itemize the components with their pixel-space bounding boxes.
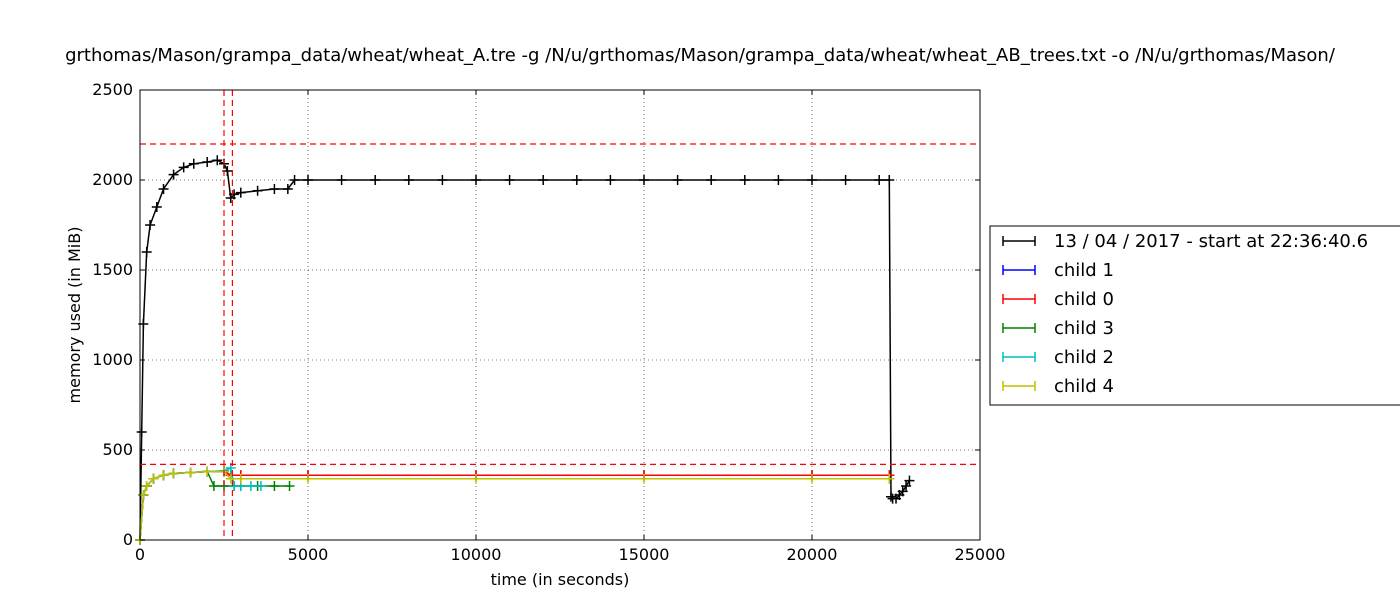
data-point	[504, 175, 515, 185]
data-point	[706, 175, 717, 185]
data-point	[245, 481, 256, 491]
data-point	[884, 175, 895, 185]
data-point	[437, 175, 448, 185]
data-point	[151, 202, 162, 212]
axis-ticks: 0 5000 10000 15000 20000 25000 0 500 1000 1500 200…	[92, 80, 1005, 564]
chart-title: grthomas/Mason/grampa_data/wheat/wheat_A…	[65, 45, 1336, 66]
data-point	[807, 175, 817, 185]
data-point	[158, 470, 169, 481]
data-point	[303, 473, 313, 484]
data-point	[605, 175, 616, 185]
data-point	[807, 473, 817, 484]
data-point	[901, 481, 912, 491]
data-point	[773, 175, 784, 185]
series-line-1	[139, 470, 890, 541]
series-line-5	[139, 470, 890, 541]
legend-label-4: child 2	[1054, 347, 1114, 368]
y-tick-label: 1000	[92, 350, 133, 369]
legend-items: 13 / 04 / 2017 - start at 22:36:40.6 chil…	[1002, 231, 1368, 397]
data-point	[672, 175, 683, 185]
data-point	[185, 467, 196, 478]
data-point	[178, 162, 189, 173]
x-axis-label: time (in seconds)	[491, 570, 630, 589]
data-point	[168, 468, 179, 479]
legend-marker-5	[1002, 381, 1036, 391]
series-line-3	[139, 470, 290, 541]
data-point	[840, 175, 851, 185]
y-tick-label: 0	[123, 530, 133, 549]
x-tick-label: 5000	[288, 545, 329, 564]
data-point	[235, 187, 246, 198]
data-point	[168, 169, 179, 180]
data-point	[284, 481, 295, 491]
data-point	[904, 475, 915, 486]
y-axis-label: memory used (in MiB)	[65, 227, 84, 404]
data-point	[336, 175, 347, 185]
legend: 13 / 04 / 2017 - start at 22:36:40.6 chil…	[989, 225, 1400, 406]
data-point	[269, 481, 280, 491]
data-point	[235, 473, 246, 484]
x-tick-label: 0	[135, 545, 145, 564]
data-point	[289, 175, 300, 185]
legend-label-5: child 4	[1054, 376, 1114, 397]
data-point	[538, 175, 549, 185]
x-tick-label: 20000	[787, 545, 838, 564]
data-point	[639, 175, 649, 185]
data-point	[141, 247, 152, 257]
legend-marker-0	[1002, 236, 1036, 246]
plot-frame	[139, 89, 981, 541]
data-point	[141, 481, 152, 491]
data-point	[269, 184, 280, 194]
grid-lines	[139, 89, 981, 541]
data-point	[884, 473, 895, 484]
legend-box	[989, 225, 1400, 406]
data-point	[202, 157, 213, 167]
y-tick-label: 2500	[92, 80, 133, 99]
data-point	[212, 155, 223, 166]
legend-label-3: child 3	[1054, 318, 1114, 339]
data-point	[739, 175, 750, 185]
y-tick-label: 1500	[92, 260, 133, 279]
y-tick-label: 500	[102, 440, 133, 459]
plot-area	[135, 155, 915, 545]
data-point	[471, 175, 481, 185]
data-point	[874, 175, 885, 185]
data-point	[158, 184, 169, 194]
legend-marker-1	[1002, 265, 1036, 275]
data-point	[403, 175, 414, 185]
x-tick-label: 25000	[955, 545, 1006, 564]
x-tick-label: 15000	[619, 545, 670, 564]
data-point	[255, 481, 266, 491]
reference-lines	[140, 90, 980, 540]
data-point	[202, 466, 213, 477]
series-line-2	[139, 470, 890, 541]
data-point	[252, 185, 263, 196]
series-line-0	[139, 159, 911, 541]
y-tick-label: 2000	[92, 170, 133, 189]
data-point	[571, 175, 582, 185]
data-point	[188, 158, 199, 169]
legend-marker-2	[1002, 294, 1036, 304]
data-point	[208, 481, 219, 491]
data-point	[471, 473, 481, 484]
data-point	[370, 175, 381, 185]
data-point	[885, 491, 896, 502]
data-point	[282, 184, 293, 194]
data-point	[225, 473, 236, 484]
data-point	[303, 175, 313, 185]
legend-label-2: child 0	[1054, 289, 1114, 310]
data-point	[229, 189, 240, 200]
data-point	[136, 427, 147, 437]
data-point	[897, 486, 908, 497]
data-point	[148, 473, 159, 484]
legend-marker-4	[1002, 352, 1036, 362]
data-point	[145, 220, 156, 230]
legend-marker-3	[1002, 323, 1036, 333]
legend-label-1: child 1	[1054, 260, 1114, 281]
x-tick-label: 10000	[451, 545, 502, 564]
legend-label-0: 13 / 04 / 2017 - start at 22:36:40.6	[1054, 231, 1368, 252]
data-point	[639, 473, 649, 484]
